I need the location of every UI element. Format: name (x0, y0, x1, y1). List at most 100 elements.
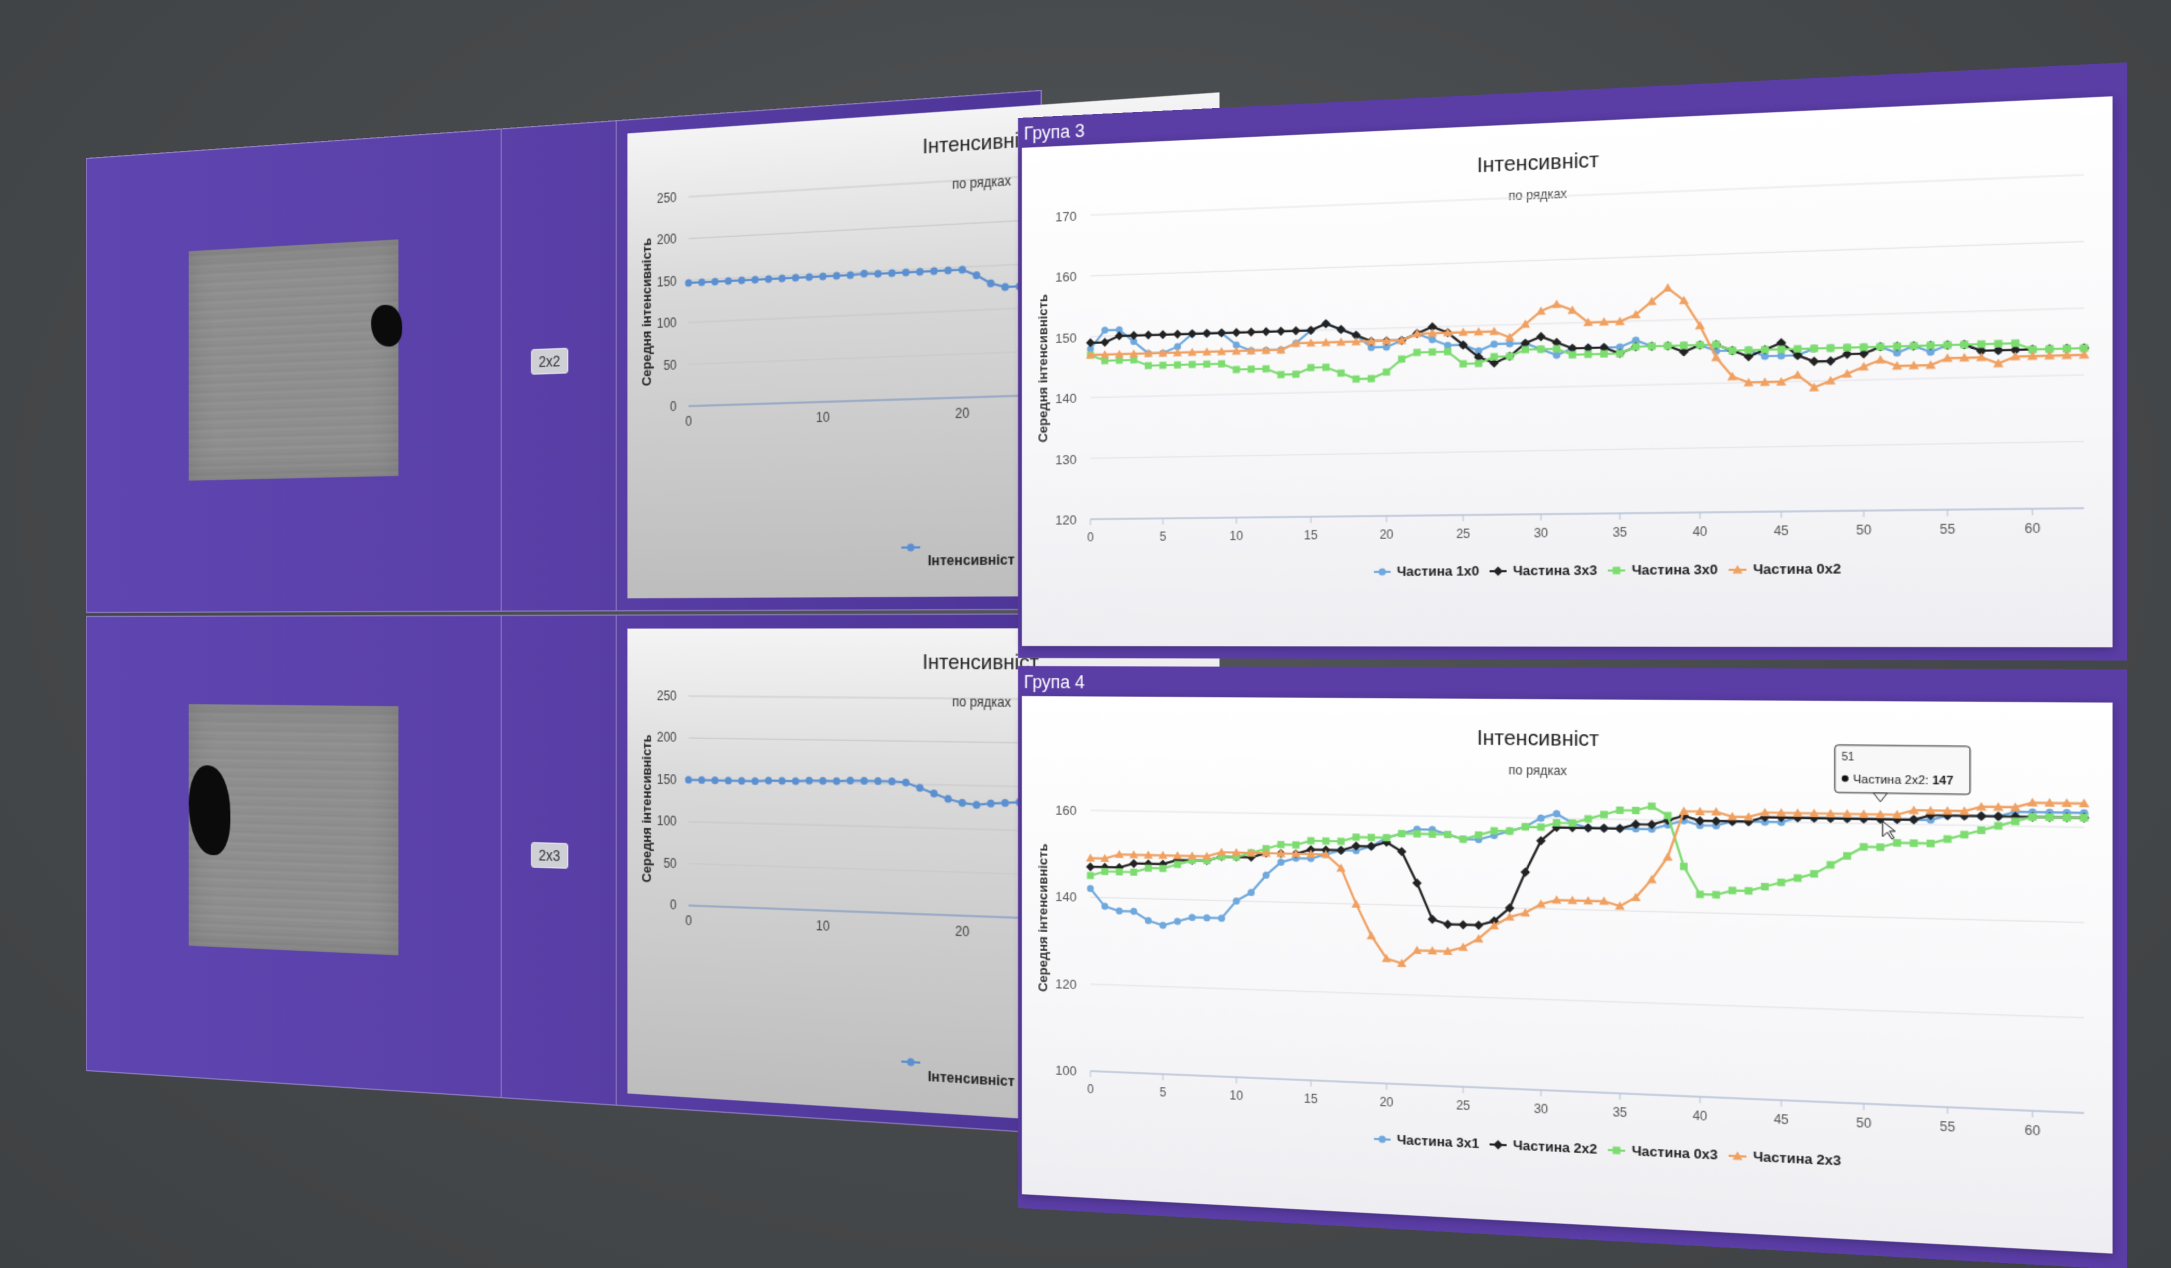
data-point (1115, 868, 1123, 876)
data-point (1276, 326, 1286, 336)
data-point (1810, 869, 1819, 878)
part-image[interactable] (188, 704, 399, 956)
data-point (1662, 852, 1673, 861)
data-point (1130, 907, 1138, 916)
data-point (1679, 862, 1688, 871)
data-point (1493, 566, 1503, 576)
part-row: 2x3 Інтенсивніст по рядках Середня інтен… (86, 613, 1042, 1134)
data-point (1537, 345, 1545, 353)
y-tick-label: 140 (1055, 889, 1076, 905)
x-tick-label: 0 (685, 914, 692, 929)
data-point (1679, 341, 1688, 350)
data-point (1760, 345, 1769, 354)
data-point (1600, 350, 1608, 358)
x-tick-label: 35 (1613, 1105, 1628, 1121)
data-point (907, 1057, 915, 1067)
data-point (1291, 326, 1301, 336)
column-divider (500, 615, 502, 1098)
data-point (1647, 342, 1656, 351)
y-tick-label: 140 (1055, 391, 1076, 407)
data-point (1568, 819, 1577, 827)
data-point (1474, 359, 1483, 368)
data-point (711, 776, 719, 785)
dark-spot (371, 304, 403, 348)
data-point (1336, 324, 1346, 335)
data-point (1826, 861, 1835, 869)
part-image[interactable] (188, 239, 403, 481)
data-point (2062, 813, 2071, 822)
data-point (1322, 837, 1330, 845)
groups-panel: Група 3 Інтенсивніст по рядках Середня інт… (1018, 62, 2127, 1268)
data-point (764, 776, 773, 785)
data-point (1712, 890, 1721, 899)
data-point (1760, 882, 1769, 891)
y-tick-label: 150 (1055, 330, 1076, 346)
group-card: Група 3 Інтенсивніст по рядках Середня інт… (1018, 62, 2127, 661)
data-point (1977, 826, 1986, 835)
part-label-tag[interactable]: 2x2 (531, 347, 568, 375)
data-point (805, 776, 813, 785)
data-point (1744, 346, 1753, 355)
chart-title: Інтенсивніст (1477, 149, 1599, 178)
data-point (738, 777, 746, 785)
data-point (1101, 326, 1109, 334)
part-label-tag[interactable]: 2x3 (531, 842, 568, 869)
data-point (1826, 344, 1835, 352)
legend-item: Частина 2x3 (1753, 1148, 1841, 1168)
x-tick-label: 35 (1613, 525, 1628, 540)
series-line (1090, 802, 2084, 942)
data-point (1825, 356, 1836, 367)
data-point (1809, 356, 1820, 367)
data-point (1336, 845, 1346, 855)
column-divider (615, 615, 617, 1105)
data-point (1859, 343, 1868, 352)
data-point (1129, 858, 1139, 869)
data-point (1218, 360, 1226, 368)
data-point (1647, 802, 1656, 810)
y-tick-label: 120 (1055, 976, 1076, 992)
data-point (1536, 331, 1546, 342)
data-point (1159, 921, 1167, 930)
x-tick-label: 45 (1774, 523, 1789, 538)
data-point (1584, 350, 1592, 359)
data-point (1459, 835, 1467, 843)
data-point (778, 776, 786, 785)
group-chart[interactable]: Інтенсивніст по рядках Середня інтенсивніс… (1022, 96, 2113, 647)
group-chart-card: Інтенсивніст по рядках Середня інтенсивніс… (1021, 96, 2113, 648)
data-point (1490, 352, 1498, 361)
group-chart[interactable]: Інтенсивніст по рядках Середня інтенсивніс… (1022, 696, 2113, 1254)
data-point (2011, 339, 2020, 348)
x-tick-label: 10 (816, 919, 830, 934)
data-point (1101, 902, 1109, 910)
group-card: Група 4 Інтенсивніст по рядках Середня інт… (1018, 666, 2127, 1268)
data-point (1552, 810, 1561, 818)
y-tick-label: 0 (670, 400, 677, 415)
data-point (1188, 913, 1196, 922)
data-point (1490, 827, 1498, 835)
data-point (1631, 342, 1640, 351)
dark-spot (188, 764, 231, 856)
gridline (1090, 442, 2084, 459)
data-point (1367, 374, 1375, 383)
data-point (1728, 346, 1737, 355)
data-point (1398, 355, 1406, 363)
x-tick-label: 20 (955, 406, 970, 421)
data-point (1337, 369, 1345, 377)
data-point (685, 775, 692, 784)
data-point (1712, 340, 1721, 349)
data-point (1352, 375, 1360, 383)
data-point (1001, 798, 1009, 807)
column-divider (615, 121, 617, 611)
data-point (1458, 919, 1468, 930)
data-point (1188, 360, 1196, 369)
y-tick-label: 100 (657, 316, 677, 331)
legend-item: Частина 3x3 (1513, 562, 1597, 578)
data-point (1696, 341, 1704, 349)
x-tick-label: 45 (1774, 1112, 1789, 1128)
data-point (698, 776, 706, 785)
tooltip-header: 51 (1842, 751, 1855, 763)
data-point (1159, 361, 1167, 369)
data-point (1843, 852, 1852, 860)
data-point (1994, 339, 2003, 348)
chart-legend-item[interactable]: Інтенсивніст (927, 550, 1015, 569)
